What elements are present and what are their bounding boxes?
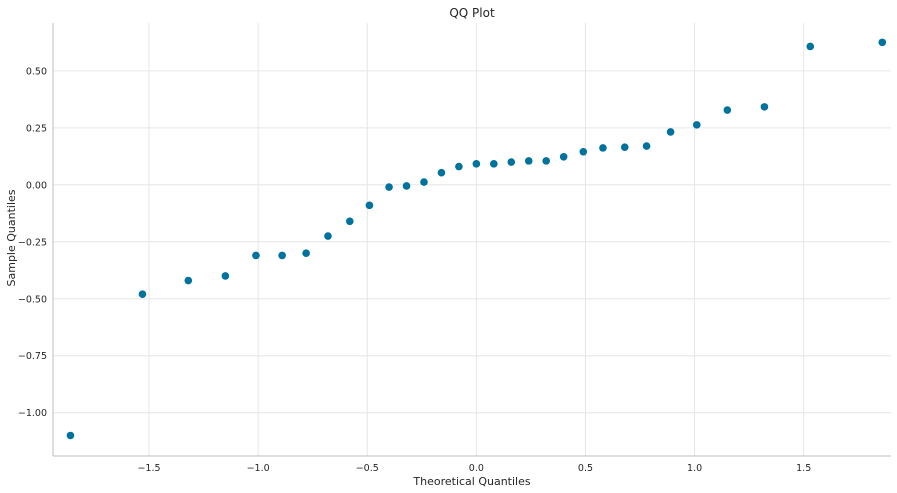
x-tick-label: −1.5 xyxy=(137,463,160,474)
x-tick-label: 0.5 xyxy=(578,463,593,474)
x-tick-label: 1.5 xyxy=(796,463,811,474)
data-point xyxy=(345,217,354,226)
data-point xyxy=(490,160,498,168)
y-tick-label: 0.25 xyxy=(26,123,47,134)
y-tick-labels: −1.00 −0.75 −0.50 −0.25 0.00 0.25 0.50 xyxy=(18,66,47,419)
chart-title: QQ Plot xyxy=(449,6,495,20)
y-tick-label: −1.00 xyxy=(18,408,47,419)
data-point xyxy=(420,178,428,186)
y-tick-label: −0.25 xyxy=(18,237,47,248)
data-point xyxy=(723,106,732,114)
data-point xyxy=(599,144,607,152)
data-point xyxy=(806,42,815,51)
y-tick-label: 0.00 xyxy=(26,180,47,191)
data-point xyxy=(455,162,463,171)
data-point xyxy=(542,157,550,165)
data-point xyxy=(559,152,568,161)
data-point xyxy=(507,158,516,166)
data-point xyxy=(666,128,675,136)
data-point xyxy=(437,168,446,177)
data-point xyxy=(878,38,887,47)
data-points xyxy=(66,38,887,440)
grid-lines xyxy=(53,23,891,456)
data-point xyxy=(620,143,629,152)
data-point xyxy=(579,147,588,156)
x-tick-labels: −1.5 −1.0 −0.5 0.0 0.5 1.0 1.5 xyxy=(137,463,811,474)
data-point xyxy=(385,183,393,191)
data-point xyxy=(184,276,193,285)
data-point xyxy=(138,290,147,298)
x-tick-label: 1.0 xyxy=(687,463,702,474)
y-tick-label: −0.75 xyxy=(18,351,47,362)
data-point xyxy=(365,201,374,210)
x-tick-label: −1.0 xyxy=(247,463,270,474)
data-point xyxy=(302,249,310,257)
data-point xyxy=(472,160,481,168)
data-point xyxy=(66,431,75,440)
data-point xyxy=(692,121,701,129)
y-tick-label: −0.50 xyxy=(18,294,47,305)
data-point xyxy=(402,182,411,190)
data-point xyxy=(524,157,533,165)
data-point xyxy=(221,272,230,280)
data-point xyxy=(324,232,332,240)
data-point xyxy=(278,251,286,260)
x-tick-label: −0.5 xyxy=(356,463,379,474)
data-point xyxy=(252,251,260,260)
y-axis-label: Sample Quantiles xyxy=(5,189,18,286)
data-point xyxy=(760,103,769,111)
y-tick-label: 0.50 xyxy=(26,66,47,77)
data-point xyxy=(642,142,651,150)
x-axis-label: Theoretical Quantiles xyxy=(412,475,530,488)
x-tick-label: 0.0 xyxy=(469,463,484,474)
